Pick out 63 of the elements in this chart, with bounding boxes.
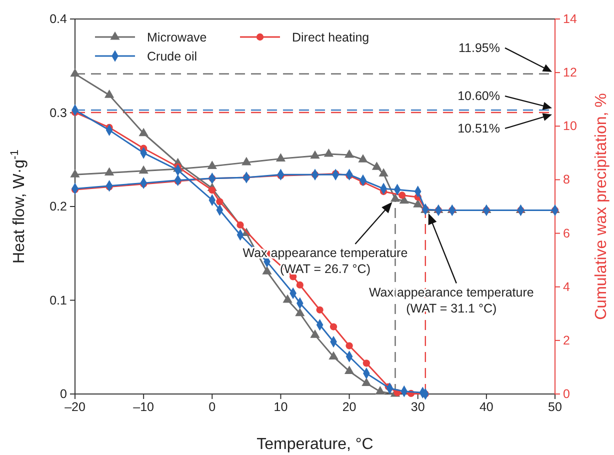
x-tick-label: 0 xyxy=(208,400,216,414)
y2-tick-label: 0 xyxy=(563,387,570,401)
point xyxy=(104,90,114,98)
x-tick-label: –20 xyxy=(64,400,86,414)
point xyxy=(216,198,224,206)
x-axis-title: Temperature, °C xyxy=(256,436,374,453)
point xyxy=(344,366,354,374)
point xyxy=(344,149,354,158)
x-tick-label: 50 xyxy=(548,400,562,414)
y2-tick-label: 8 xyxy=(563,172,570,187)
point xyxy=(398,192,406,199)
y2-axis-title: Cumulative wax precipitation, % xyxy=(593,93,610,320)
x-tick-label: 20 xyxy=(342,400,356,414)
x-tick-label: –10 xyxy=(133,400,154,414)
point xyxy=(208,186,216,194)
point xyxy=(138,165,148,174)
point xyxy=(104,167,114,176)
point xyxy=(296,281,304,289)
legend-label: Direct heating xyxy=(292,30,370,44)
point xyxy=(328,351,338,360)
point xyxy=(310,150,320,159)
point xyxy=(295,308,305,316)
y-tick-label: 0.2 xyxy=(50,200,68,214)
point xyxy=(324,148,334,157)
ref-line-label: 10.51% xyxy=(458,121,500,136)
point xyxy=(207,160,217,169)
point xyxy=(70,68,80,77)
point xyxy=(316,306,324,314)
point xyxy=(362,360,370,367)
point xyxy=(276,153,286,162)
y-tick-label: 0.1 xyxy=(50,293,68,308)
x-tick-label: 10 xyxy=(274,400,288,414)
y2-tick-label: 6 xyxy=(563,226,570,240)
point xyxy=(310,330,320,338)
point xyxy=(282,294,292,303)
y2-tick-label: 14 xyxy=(563,12,577,26)
y2-tick-label: 10 xyxy=(563,119,577,134)
y-tick-label: 0.4 xyxy=(50,12,68,26)
legend-label: Crude oil xyxy=(147,50,198,64)
point xyxy=(242,156,252,166)
point xyxy=(346,342,353,350)
point xyxy=(390,193,400,202)
y-tick-label: 0.3 xyxy=(50,106,68,120)
point xyxy=(375,386,385,394)
legend-label: Microwave xyxy=(147,30,207,44)
y2-tick-label: 2 xyxy=(563,333,570,348)
point xyxy=(236,221,244,229)
ref-line-label: 11.95% xyxy=(458,40,500,55)
point xyxy=(262,266,272,274)
point xyxy=(70,169,80,178)
y2-tick-label: 12 xyxy=(563,66,577,80)
point xyxy=(413,199,423,208)
y-tick-label: 0 xyxy=(60,387,68,401)
y2-tick-label: 4 xyxy=(563,280,570,294)
point xyxy=(330,323,338,330)
x-tick-label: 30 xyxy=(410,400,425,414)
point xyxy=(358,154,368,162)
point xyxy=(378,168,388,176)
point xyxy=(372,162,382,170)
ref-line-label: 10.60% xyxy=(458,89,500,104)
x-tick-label: 40 xyxy=(479,400,494,414)
point xyxy=(138,128,148,136)
point xyxy=(362,378,372,386)
